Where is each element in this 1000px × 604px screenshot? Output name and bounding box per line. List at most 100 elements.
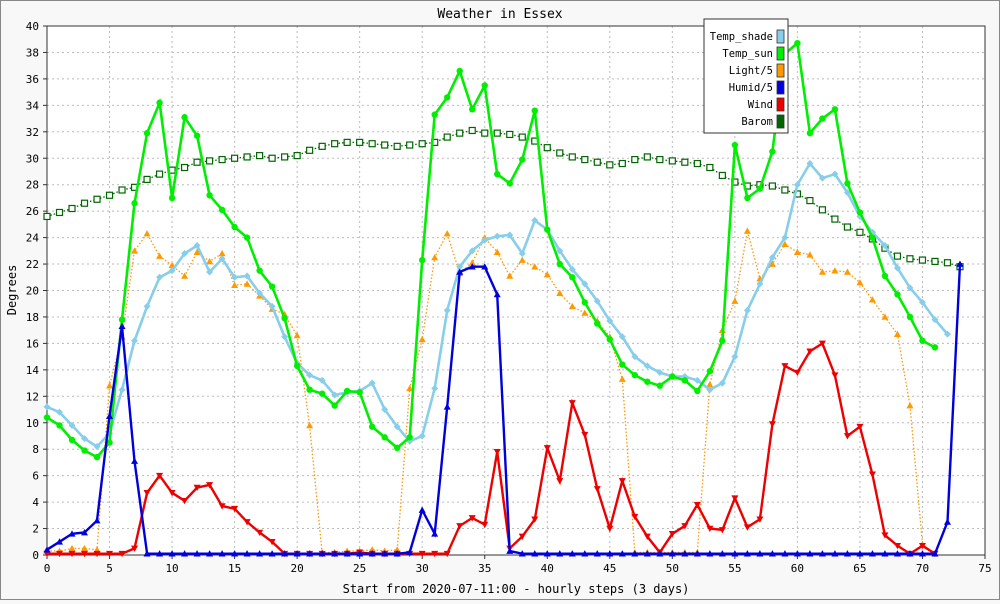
data-point-light-5 [793,248,801,255]
data-point-barom [418,140,426,148]
data-point-barom [831,215,839,223]
data-point-barom [593,158,601,166]
data-point-light-5 [231,281,239,289]
data-point-temp-sun [318,390,326,397]
data-point-light-5 [893,330,901,337]
x-tick-label: 40 [541,562,554,575]
data-point-humid-5 [668,550,676,557]
data-point-barom [718,171,726,180]
data-point-humid-5 [568,550,576,557]
data-point-temp-sun [931,344,939,351]
data-point-humid-5 [543,550,551,557]
data-point-temp-shade [193,242,201,250]
data-point-humid-5 [106,412,114,419]
data-point-humid-5 [943,518,951,525]
x-tick-label: 50 [666,562,679,575]
data-point-wind [743,524,751,531]
y-tick-label: 30 [26,152,39,165]
data-point-temp-shade [656,368,664,376]
data-point-temp-shade [268,302,276,310]
data-point-temp-sun [256,267,263,274]
data-point-light-5 [293,331,301,339]
data-point-temp-sun [393,444,401,452]
data-point-humid-5 [493,290,501,298]
x-tick-label: 20 [291,562,304,575]
data-point-humid-5 [331,550,339,557]
legend-label-humid-5: Humid/5 [729,82,773,94]
data-point-humid-5 [781,550,789,557]
data-point-barom [843,223,852,231]
y-tick-label: 36 [26,73,39,86]
data-point-light-5 [556,289,564,296]
data-point-humid-5 [231,550,239,557]
data-point-temp-shade [131,337,139,345]
data-point-temp-shade [568,265,576,273]
data-point-temp-shade [393,423,401,431]
data-point-temp-sun [656,382,664,389]
data-point-light-5 [181,272,189,279]
data-point-temp-sun [806,129,814,137]
data-point-barom [631,155,639,164]
data-point-wind [418,550,426,558]
data-point-barom [293,152,301,160]
data-point-wind [243,519,251,526]
data-point-temp-sun [719,337,726,344]
data-point-temp-sun [193,132,201,139]
data-point-temp-sun [206,192,213,199]
data-point-temp-shade [706,386,714,394]
data-point-light-5 [306,421,314,429]
data-point-wind [531,516,539,523]
data-point-wind [431,550,439,558]
data-point-humid-5 [393,550,401,557]
data-point-temp-sun [881,272,889,280]
data-point-temp-shade [468,247,476,255]
data-point-wind [706,525,714,533]
data-point-humid-5 [256,550,264,557]
data-point-barom [481,129,489,137]
data-point-temp-shade [731,353,739,361]
data-point-barom [55,208,64,217]
data-point-wind [881,532,889,539]
series-line-light-5 [47,230,936,555]
data-point-barom [193,158,201,166]
y-tick-label: 24 [26,232,40,245]
data-point-humid-5 [631,550,639,557]
data-point-light-5 [706,380,714,388]
data-point-temp-shade [456,263,464,271]
data-point-barom [643,153,651,161]
data-point-light-5 [206,257,214,265]
data-point-barom [205,157,214,165]
data-point-temp-sun [356,389,363,396]
data-point-barom [331,140,339,148]
data-point-temp-shade [43,403,51,411]
data-point-wind [518,533,526,540]
data-point-temp-sun [544,226,551,233]
x-tick-label: 0 [44,562,51,575]
data-point-temp-shade [818,174,826,182]
data-point-barom [231,154,239,162]
legend-label-light-5: Light/5 [729,65,773,77]
data-point-light-5 [218,249,226,257]
data-point-humid-5 [381,550,389,557]
data-point-temp-sun [268,283,276,290]
series-line-humid-5 [46,263,962,555]
y-tick-label: 16 [26,337,39,350]
data-point-humid-5 [418,506,426,513]
data-point-temp-sun [869,234,876,241]
data-point-humid-5 [293,550,301,557]
data-point-barom [681,158,689,166]
data-point-humid-5 [881,550,889,557]
data-point-wind [756,516,764,523]
data-point-temp-sun [218,206,226,214]
legend-swatch-temp-sun [776,46,785,61]
data-point-temp-shade [156,273,164,281]
data-point-wind [256,529,264,537]
data-point-humid-5 [956,260,964,267]
data-point-temp-sun [331,402,338,409]
data-point-humid-5 [243,550,251,557]
data-point-light-5 [768,260,776,267]
data-point-temp-sun [381,434,388,441]
legend: Temp_shade Temp_sun Light/5 Humid/5 Wind Baro… [703,18,789,134]
